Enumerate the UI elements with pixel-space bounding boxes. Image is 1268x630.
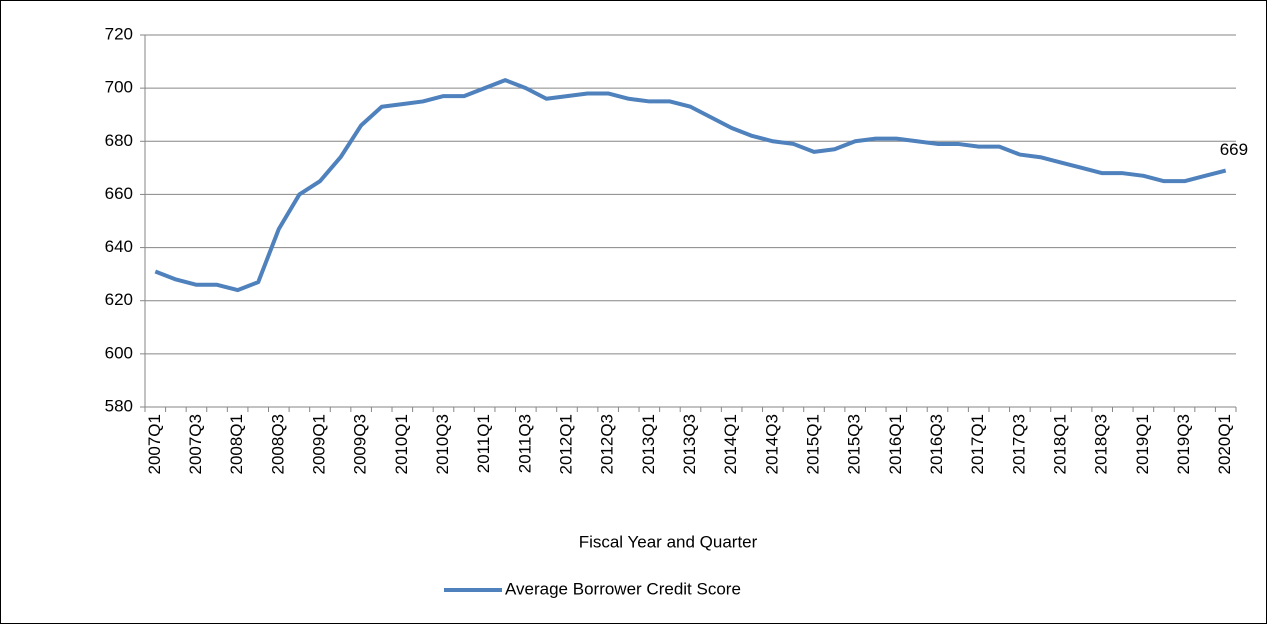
x-tick-label: 2008Q1 [227,414,246,475]
x-tick-label: 2007Q1 [145,414,164,475]
y-tick-label: 640 [105,237,133,256]
x-tick-label: 2013Q1 [639,414,658,475]
x-tick-label: 2012Q3 [598,414,617,475]
x-tick-label: 2012Q1 [556,414,575,475]
x-tick-label: 2013Q3 [680,414,699,475]
x-tick-label: 2009Q1 [309,414,328,475]
x-tick-label: 2010Q1 [392,414,411,475]
y-tick-label: 680 [105,131,133,150]
x-tick-label: 2019Q1 [1133,414,1152,475]
y-tick-label: 620 [105,290,133,309]
y-tick-label: 580 [105,396,133,415]
x-tick-label: 2011Q3 [515,414,534,473]
x-tick-label: 2007Q3 [186,414,205,475]
data-label: 669 [1220,140,1248,159]
x-tick-label: 2010Q3 [433,414,452,475]
x-tick-label: 2016Q1 [886,414,905,475]
x-tick-label: 2017Q3 [1009,414,1028,475]
x-tick-label: 2019Q3 [1174,414,1193,475]
x-tick-label: 2016Q3 [927,414,946,475]
y-tick-label: 600 [105,343,133,362]
x-axis-title: Fiscal Year and Quarter [579,532,758,551]
x-tick-label: 2014Q3 [762,414,781,475]
x-tick-label: 2018Q3 [1092,414,1111,475]
x-tick-label: 2008Q3 [268,414,287,475]
y-tick-label: 720 [105,24,133,43]
x-tick-label: 2015Q1 [803,414,822,475]
x-tick-label: 2011Q1 [474,414,493,473]
data-line [154,78,1227,293]
x-tick-label: 2020Q1 [1215,414,1234,475]
legend-label: Average Borrower Credit Score [505,579,741,598]
y-tick-label: 660 [105,184,133,203]
x-tick-label: 2009Q3 [351,414,370,475]
x-tick-label: 2017Q1 [968,414,987,475]
x-tick-label: 2018Q1 [1051,414,1070,475]
x-tick-label: 2014Q1 [721,414,740,475]
x-tick-label: 2015Q3 [845,414,864,475]
y-tick-label: 700 [105,78,133,97]
